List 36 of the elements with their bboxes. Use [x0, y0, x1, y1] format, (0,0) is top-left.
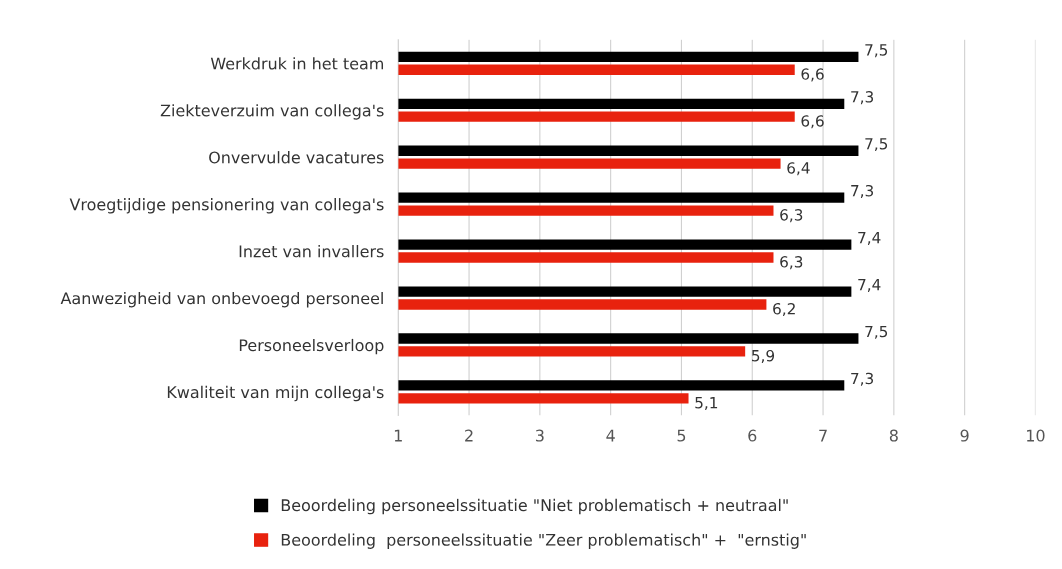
data-label: 7,4 [858, 232, 881, 245]
data-label: 7,3 [851, 184, 874, 199]
y-tick-label: Inzet van invallers [239, 245, 384, 258]
data-label: 7,5 [865, 138, 888, 152]
x-tick-label: 4 [606, 429, 615, 442]
y-tick-label: Vroegtijdige pensionering van collega's [69, 198, 384, 214]
data-label: 6,6 [801, 115, 824, 129]
y-tick-label: Aanwezigheid van onbevoegd personeel [60, 291, 383, 308]
data-label: 6,2 [773, 302, 795, 317]
data-label: 7,5 [865, 44, 888, 58]
y-tick-label: Onvervulde vacatures [209, 151, 384, 164]
x-tick-label: 8 [889, 429, 898, 442]
x-tick-label: 2 [465, 429, 473, 442]
data-label: 6,4 [787, 162, 810, 176]
data-label: 5,9 [752, 349, 775, 364]
x-tick-label: 3 [535, 429, 544, 442]
data-label: 7,3 [851, 372, 874, 386]
data-label: 6,3 [780, 256, 803, 270]
data-label: 7,5 [865, 325, 888, 339]
x-tick-label: 5 [677, 429, 686, 442]
x-tick-label: 1 [394, 429, 402, 442]
x-tick-label: 7 [819, 429, 827, 442]
legend-label: Beoordeling personeelssituatie "Niet problematisch + neutraal" [281, 498, 788, 515]
data-label: 7,3 [851, 91, 874, 105]
y-tick-label: Kwaliteit van mijn collega's [167, 385, 384, 402]
x-tick-label: 10 [1027, 429, 1045, 442]
y-tick-label: Personeelsverloop [239, 338, 384, 355]
y-tick-label: Werkdruk in het team [210, 57, 384, 70]
x-tick-label: 6 [748, 429, 757, 442]
x-tick-label: 9 [960, 429, 969, 442]
data-label: 7,4 [858, 279, 881, 292]
data-label: 6,3 [780, 209, 803, 223]
data-label: 6,6 [801, 68, 824, 82]
legend-label: Beoordeling personeelssituatie "Zeer problematisch" + "ernstig" [281, 533, 806, 549]
data-label: 5,1 [695, 397, 718, 410]
y-tick-label: Ziekteverzuim van collega's [160, 104, 384, 120]
